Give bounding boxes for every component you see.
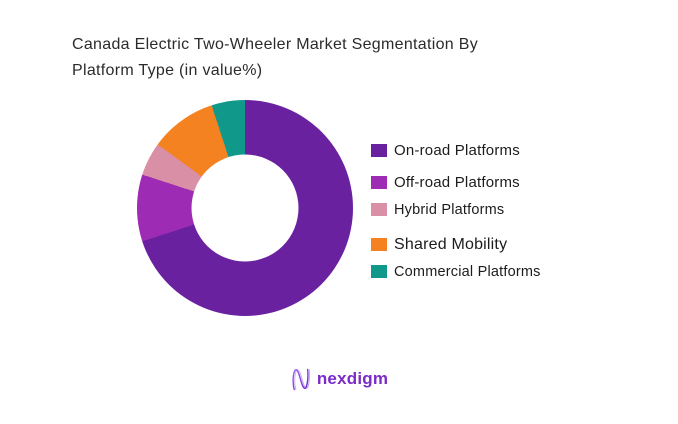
legend-label-shared-mobility: Shared Mobility	[394, 235, 508, 253]
brand-name: nexdigm	[316, 369, 389, 388]
legend-label-hybrid: Hybrid Platforms	[394, 201, 505, 218]
legend-label-on-road: On-road Platforms	[394, 142, 520, 159]
legend-swatch-on-road	[371, 144, 387, 157]
legend-swatch-hybrid	[371, 203, 387, 216]
donut-chart	[137, 100, 353, 316]
chart-title-line1: Canada Electric Two-Wheeler Market Segme…	[72, 36, 478, 53]
nexdigm-n-wave-icon	[292, 368, 310, 391]
chart-title: Canada Electric Two-Wheeler Market Segme…	[72, 32, 478, 84]
brand-footer: nexdigm	[0, 365, 678, 393]
legend-label-commercial: Commercial Platforms	[394, 263, 541, 280]
legend-swatch-shared-mobility	[371, 238, 387, 251]
chart-title-line2: Platform Type (in value%)	[72, 62, 263, 79]
legend-label-off-road: Off-road Platforms	[394, 174, 520, 191]
legend: On-road Platforms Off-road Platforms Hyb…	[371, 142, 541, 280]
legend-item-commercial: Commercial Platforms	[371, 263, 541, 280]
legend-item-hybrid: Hybrid Platforms	[371, 201, 541, 218]
legend-item-shared-mobility: Shared Mobility	[371, 236, 541, 253]
legend-swatch-commercial	[371, 265, 387, 278]
legend-item-on-road: On-road Platforms	[371, 142, 541, 159]
donut-hole	[191, 154, 299, 262]
legend-item-off-road: Off-road Platforms	[371, 174, 541, 191]
legend-swatch-off-road	[371, 176, 387, 189]
